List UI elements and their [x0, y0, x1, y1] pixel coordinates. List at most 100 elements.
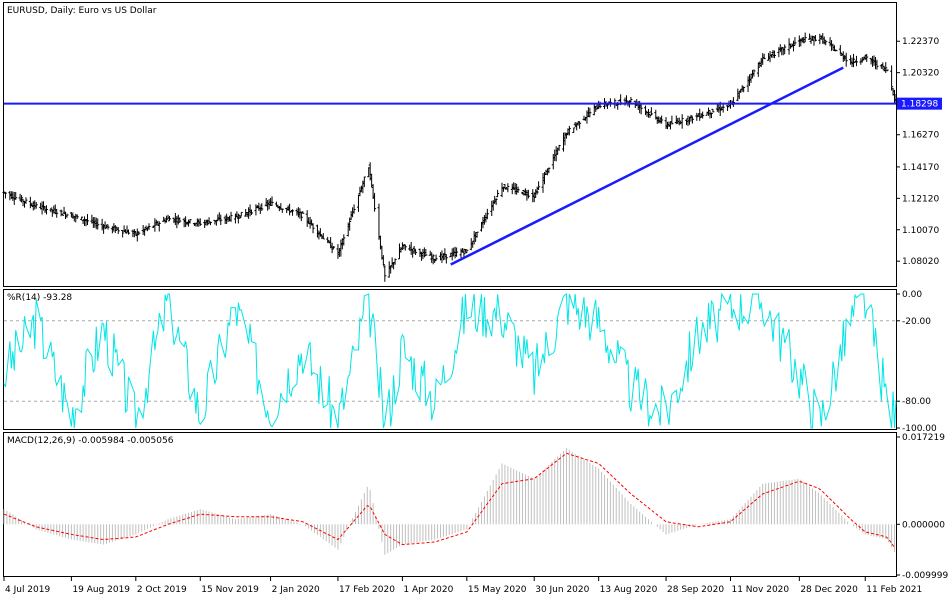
price-bar	[188, 219, 192, 224]
price-bar	[516, 186, 520, 193]
price-bar	[649, 107, 653, 116]
price-bar	[885, 69, 889, 72]
price-bar	[526, 189, 530, 199]
price-plot-area	[3, 2, 897, 287]
price-bar	[403, 244, 407, 251]
price-bar	[85, 214, 89, 226]
price-bar	[660, 115, 664, 124]
price-bar	[854, 55, 858, 67]
time-axis: 4 Jul 2019 19 Aug 2019 2 Oct 2019 15 Nov 20…	[3, 577, 922, 595]
price-bar	[578, 121, 582, 129]
time-axis-tick-label: 1 Apr 2020	[403, 585, 453, 595]
price-bar	[168, 216, 172, 222]
price-bar	[742, 86, 746, 93]
price-bar	[711, 108, 715, 113]
price-bar	[709, 112, 713, 119]
time-axis-tick-label: 4 Jul 2019	[5, 585, 50, 595]
price-bar	[59, 209, 63, 217]
price-bar	[506, 183, 510, 193]
trend-line[interactable]	[450, 66, 844, 266]
price-bar	[106, 224, 110, 230]
price-bar	[424, 248, 428, 257]
price-bar	[20, 195, 24, 203]
price-bar	[783, 44, 787, 55]
price-bar	[116, 226, 120, 234]
price-bar	[535, 186, 539, 195]
price-bar	[629, 96, 633, 103]
price-bar	[280, 208, 284, 213]
current-price-label: 1.18298	[901, 100, 938, 110]
williams-r-line	[3, 292, 897, 429]
price-y-axis: 1.22370 1.20320 1.16270 1.14170 1.12120 1.100…	[896, 37, 939, 267]
price-bar	[721, 103, 725, 113]
price-bar	[383, 265, 387, 282]
price-bar	[431, 254, 435, 265]
price-bar	[844, 52, 848, 67]
williams-r-levels	[4, 320, 896, 402]
price-y-tick-label: 1.20320	[902, 69, 939, 79]
price-bar	[219, 214, 223, 225]
macd-y-tick-label: -0.009999	[902, 571, 948, 581]
time-axis-tick-label: 19 Aug 2019	[72, 585, 130, 595]
price-bar	[55, 208, 59, 218]
price-bar	[321, 233, 325, 240]
macd-y-tick-label: 0.000000	[902, 520, 945, 530]
price-bar	[793, 37, 797, 47]
price-bar	[465, 249, 469, 254]
price-bar	[332, 246, 336, 249]
time-axis-tick-label: 28 Sep 2020	[667, 585, 724, 595]
price-bar	[455, 247, 459, 257]
price-bar	[250, 209, 254, 215]
price-bar	[113, 225, 117, 234]
price-bar	[75, 214, 79, 220]
price-bar	[238, 214, 242, 219]
williams-r-panel[interactable]: %R(14) -93.28 0.00 -20.00 -80.00 -100.00	[3, 289, 938, 435]
price-y-tick-label: 1.16270	[902, 131, 939, 141]
current-price-label-bg	[897, 97, 942, 110]
price-bar	[14, 191, 18, 200]
price-bar	[44, 205, 48, 215]
macd-title: MACD(12,26,9) -0.005984 -0.005056	[7, 436, 174, 446]
price-bar	[373, 192, 377, 212]
price-y-tick-label: 1.22370	[902, 37, 939, 47]
macd-y-tick-label: 0.017219	[902, 433, 945, 443]
williams-r-y-tick-label: -20.00	[902, 317, 931, 327]
price-bar	[260, 203, 264, 211]
price-bar	[239, 211, 243, 217]
price-bar	[787, 38, 791, 55]
time-axis-tick-label: 2 Jan 2020	[272, 585, 320, 595]
price-bar	[884, 62, 888, 73]
price-bar	[572, 127, 576, 133]
price-bar	[311, 223, 315, 234]
price-bar	[496, 189, 500, 198]
price-bar	[875, 59, 879, 70]
price-bar	[229, 211, 233, 222]
price-y-tick-label: 1.12120	[902, 194, 939, 204]
price-bar	[701, 111, 705, 119]
williams-r-y-tick-label: 0.00	[902, 290, 922, 300]
price-panel-title: EURUSD, Daily: Euro vs US Dollar	[7, 6, 157, 16]
price-bar	[80, 216, 84, 220]
price-bar	[393, 258, 397, 265]
price-bar	[444, 253, 448, 264]
price-bar	[137, 231, 141, 236]
macd-histogram	[3, 448, 896, 555]
price-bar	[680, 114, 684, 129]
price-bar	[752, 69, 756, 77]
time-axis-tick-label: 28 Dec 2020	[800, 585, 858, 595]
price-bar	[61, 213, 65, 216]
price-panel[interactable]: EURUSD, Daily: Euro vs US Dollar 1.22370…	[2, 2, 943, 287]
macd-panel[interactable]: MACD(12,26,9) -0.005984 -0.005056 0.0172…	[3, 432, 949, 582]
price-bar	[178, 217, 182, 223]
macd-y-axis: 0.017219 0.000000 -0.009999	[896, 433, 948, 581]
price-bar	[813, 35, 817, 42]
price-bar	[475, 231, 479, 238]
price-bar	[132, 229, 136, 238]
price-bar	[644, 105, 648, 116]
price-bar	[772, 50, 776, 59]
price-bars	[2, 32, 898, 282]
price-bar	[557, 144, 561, 151]
time-axis-tick-label: 30 Jun 2020	[535, 585, 589, 595]
